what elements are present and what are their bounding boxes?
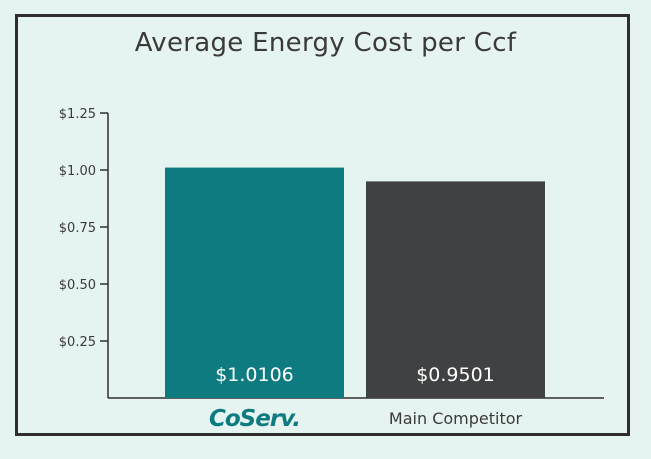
coserv-logo: CoServ. xyxy=(209,406,300,432)
bar xyxy=(165,167,344,398)
bar-value-label: $1.0106 xyxy=(215,364,294,386)
y-tick-label: $1.25 xyxy=(59,107,96,122)
y-tick-label: $0.50 xyxy=(59,278,96,293)
chart-title: Average Energy Cost per Ccf xyxy=(134,28,517,58)
category-label: Main Competitor xyxy=(389,409,523,428)
chart-frame xyxy=(15,14,630,436)
y-tick-label: $0.25 xyxy=(59,335,96,350)
y-tick-label: $0.75 xyxy=(59,221,96,236)
bar-value-label: $0.9501 xyxy=(416,364,495,386)
x-axis-labels: CoServ. Main Competitor xyxy=(209,406,523,432)
bar xyxy=(366,181,545,398)
bars: $1.0106 $0.9501 xyxy=(165,167,545,398)
y-tick-label: $1.00 xyxy=(59,164,96,179)
